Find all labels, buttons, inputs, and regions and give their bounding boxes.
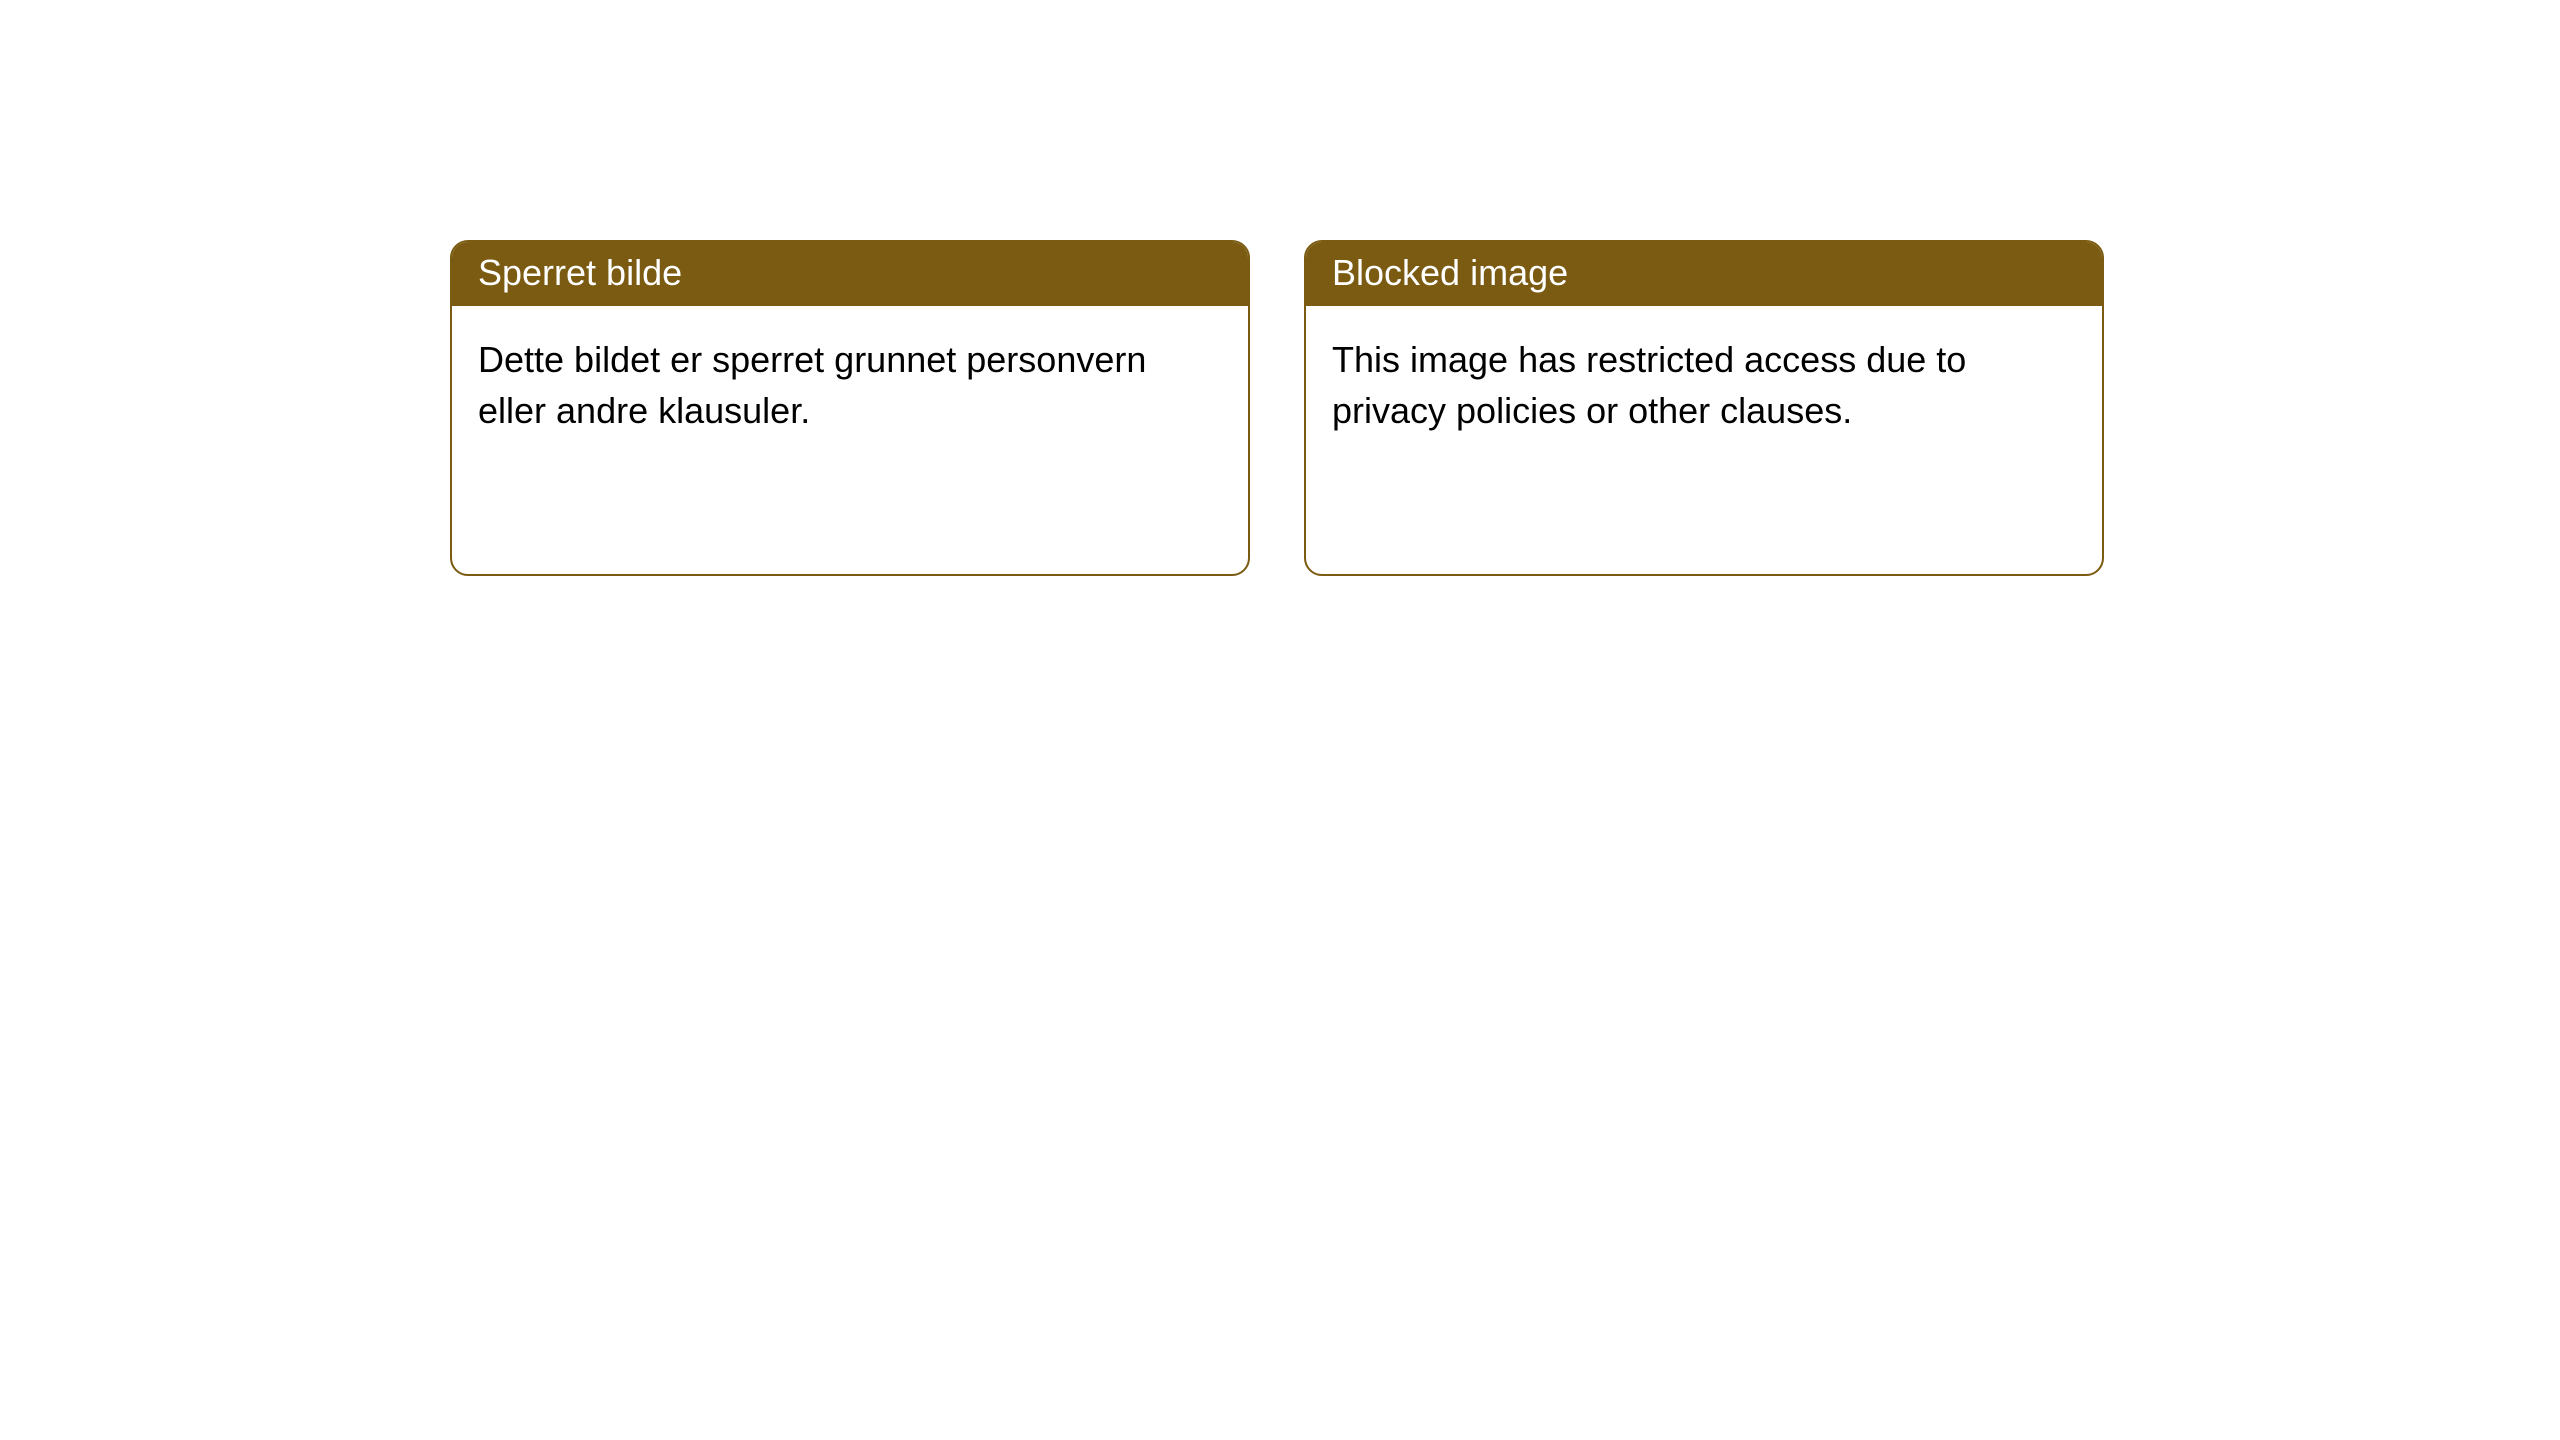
notice-card-english: Blocked image This image has restricted … [1304, 240, 2104, 576]
notice-body: Dette bildet er sperret grunnet personve… [452, 306, 1248, 464]
notice-card-norwegian: Sperret bilde Dette bildet er sperret gr… [450, 240, 1250, 576]
notice-title: Sperret bilde [452, 242, 1248, 306]
notice-title: Blocked image [1306, 242, 2102, 306]
notice-body: This image has restricted access due to … [1306, 306, 2102, 464]
notice-container: Sperret bilde Dette bildet er sperret gr… [0, 0, 2560, 576]
